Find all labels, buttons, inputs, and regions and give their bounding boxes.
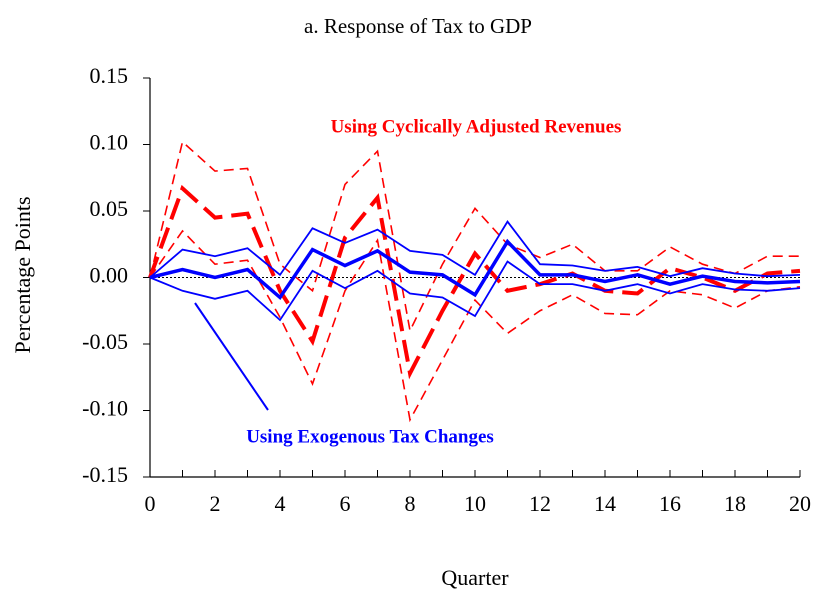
y-tick-label: -0.10 [82,396,128,421]
y-tick-label: 0.15 [90,63,129,88]
y-tick-label: 0.05 [90,196,129,221]
x-tick-label: 20 [789,491,811,516]
series-line [149,229,801,423]
x-axis-title: Quarter [441,565,509,590]
pointer-line [194,302,269,411]
y-tick-label: -0.05 [82,329,128,354]
series-line [149,260,801,322]
x-tick-label: 12 [529,491,551,516]
x-tick-label: 10 [464,491,486,516]
x-tick-label: 2 [210,491,221,516]
x-tick-label: 6 [340,491,351,516]
series-line [149,220,801,279]
x-tick-label: 16 [659,491,681,516]
annotation: Using Exogenous Tax Changes [246,426,494,447]
y-tick-label: 0.10 [90,130,129,155]
x-tick-label: 8 [405,491,416,516]
x-tick-label: 18 [724,491,746,516]
chart-title: a. Response of Tax to GDP [304,14,532,38]
y-tick-label: 0.00 [90,263,129,288]
annotation: Using Cyclically Adjusted Revenues [331,116,622,137]
series-line [149,238,801,301]
x-tick-label: 0 [145,491,156,516]
x-tick-label: 4 [275,491,286,516]
x-tick-label: 14 [594,491,616,516]
y-tick-label: -0.15 [82,462,128,487]
series-line [148,184,801,380]
series-line [149,140,800,334]
y-axis-title: Percentage Points [10,196,35,353]
